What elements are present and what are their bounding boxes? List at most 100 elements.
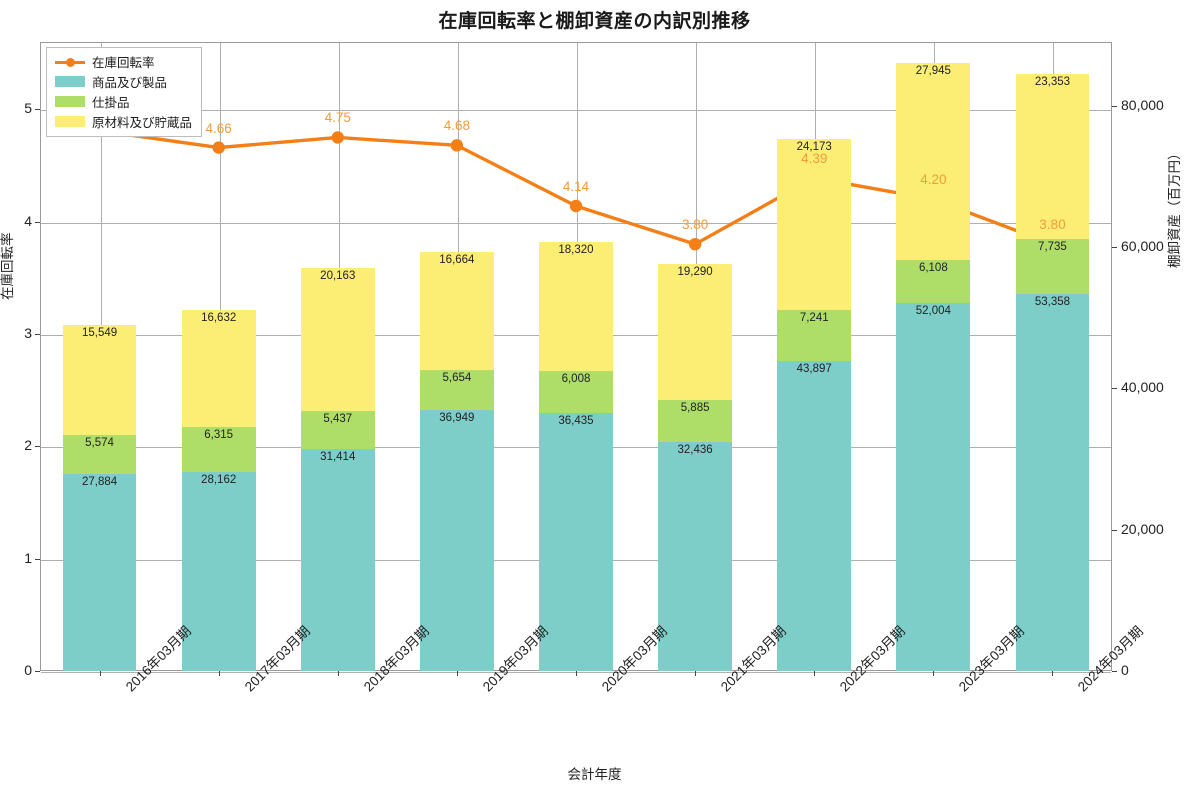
legend-label: 商品及び製品: [92, 76, 168, 90]
bar-segment[interactable]: [896, 260, 971, 304]
bar-value-label: 32,436: [677, 443, 713, 456]
bar-segment[interactable]: [62, 473, 137, 671]
bar-segment[interactable]: [62, 434, 137, 474]
tick-mark: [695, 671, 697, 676]
x-axis-tick-label: 2017年03月期: [239, 623, 312, 695]
legend-item-merchandise[interactable]: 商品及び製品: [55, 73, 192, 90]
legend-label: 仕掛品: [92, 96, 130, 110]
tick-mark: [933, 671, 935, 676]
line-marker-icon: [55, 56, 85, 67]
turnover-value-label: 4.75: [324, 110, 351, 126]
tick-mark: [218, 671, 220, 676]
tick-mark: [35, 109, 40, 111]
bar-segment[interactable]: [658, 263, 733, 401]
y-axis-right-tick: 60,000: [1121, 237, 1164, 254]
legend-item-rawmaterials[interactable]: 原材料及び貯蔵品: [55, 113, 192, 130]
bar-segment[interactable]: [777, 309, 852, 361]
bar-segment[interactable]: [419, 409, 494, 671]
color-swatch-icon: [55, 116, 85, 127]
tick-mark: [35, 558, 40, 560]
bar-segment[interactable]: [658, 400, 733, 442]
bar-segment[interactable]: [300, 448, 375, 671]
bar-value-label: 6,008: [561, 373, 591, 386]
x-axis-tick-label: 2019年03月期: [477, 623, 551, 695]
bar-segment[interactable]: [1015, 74, 1090, 240]
legend-item-turnover[interactable]: 在庫回転率: [55, 53, 192, 70]
bar-value-label: 24,173: [796, 140, 832, 153]
bar-segment[interactable]: [1015, 293, 1090, 671]
y-axis-left-tick: 0: [24, 662, 32, 678]
bar-value-label: 7,241: [799, 311, 829, 324]
tick-mark: [35, 446, 40, 448]
bar-value-label: 15,549: [81, 326, 118, 339]
y-axis-right-tick: 40,000: [1121, 379, 1164, 396]
bar-value-label: 36,949: [439, 411, 475, 424]
y-axis-left-tick: 3: [24, 325, 32, 342]
bar-segment[interactable]: [419, 252, 494, 370]
gridline-horizontal: [41, 110, 1111, 112]
y-axis-left-tick: 1: [24, 549, 32, 566]
x-axis-tick-label: 2022年03月期: [834, 623, 908, 695]
bar-segment[interactable]: [777, 360, 852, 671]
x-axis-tick-label: 2020年03月期: [596, 623, 670, 695]
bar-segment[interactable]: [896, 62, 971, 261]
turnover-value-label: 4.68: [443, 118, 471, 134]
bar-value-label: 31,414: [320, 450, 356, 463]
bar-value-label: 27,945: [915, 64, 951, 77]
legend-label: 在庫回転率: [92, 56, 155, 70]
legend-label: 原材料及び貯蔵品: [92, 116, 193, 130]
bar-segment[interactable]: [1015, 239, 1090, 294]
bar-segment[interactable]: [539, 413, 613, 671]
tick-mark: [1112, 388, 1117, 390]
bar-segment[interactable]: [62, 324, 137, 435]
bar-segment[interactable]: [777, 138, 852, 310]
tick-mark: [337, 671, 339, 676]
bar-segment[interactable]: [300, 268, 375, 411]
bar-segment[interactable]: [658, 441, 733, 671]
bar-value-label: 16,664: [439, 254, 475, 267]
y-axis-left-title: 在庫回転率: [0, 232, 15, 301]
tick-mark: [814, 671, 816, 676]
bar-value-label: 6,315: [204, 429, 234, 442]
turnover-value-label: 4.14: [562, 178, 590, 194]
x-axis-tick-label: 2024年03月期: [1072, 623, 1146, 695]
bar-segment[interactable]: [181, 471, 256, 671]
tick-mark: [1112, 105, 1117, 107]
bar-value-label: 5,654: [442, 371, 472, 384]
bar-value-label: 27,884: [81, 475, 118, 488]
bar-value-label: 53,358: [1034, 295, 1071, 308]
y-axis-right-tick: 80,000: [1121, 96, 1164, 113]
y-axis-right-tick: 20,000: [1121, 520, 1164, 537]
tick-mark: [35, 334, 40, 336]
bar-segment[interactable]: [539, 241, 613, 372]
chart-legend: 在庫回転率 商品及び製品 仕掛品 原材料及び貯蔵品: [46, 47, 203, 137]
bar-segment[interactable]: [539, 371, 613, 414]
turnover-value-label: 3.80: [681, 217, 709, 233]
bar-value-label: 6,108: [918, 262, 948, 275]
tick-mark: [35, 671, 40, 672]
turnover-value-label: 3.80: [1039, 217, 1066, 233]
bar-segment[interactable]: [896, 303, 971, 671]
bar-value-label: 18,320: [558, 243, 594, 256]
turnover-value-label: 4.20: [920, 172, 947, 188]
tick-mark: [1112, 671, 1117, 672]
color-swatch-icon: [55, 76, 85, 87]
bar-segment[interactable]: [419, 369, 494, 410]
tick-mark: [576, 671, 577, 676]
x-axis-tick-label: 2016年03月期: [120, 623, 193, 695]
bar-value-label: 43,897: [796, 362, 832, 375]
x-axis-tick-label: 2018年03月期: [358, 623, 432, 695]
bar-value-label: 5,574: [85, 436, 114, 449]
x-axis-title: 会計年度: [567, 767, 622, 782]
turnover-value-label: 4.39: [801, 150, 828, 166]
bar-segment[interactable]: [300, 410, 375, 449]
bar-segment[interactable]: [181, 427, 256, 472]
bar-value-label: 23,353: [1034, 76, 1071, 89]
bar-segment[interactable]: [181, 309, 256, 428]
tick-mark: [1112, 246, 1117, 248]
chart-title: 在庫回転率と棚卸資産の内訳別推移: [438, 11, 751, 32]
legend-item-wip[interactable]: 仕掛品: [55, 93, 192, 110]
y-axis-left-tick: 5: [24, 100, 32, 117]
bar-value-label: 19,290: [677, 265, 713, 278]
